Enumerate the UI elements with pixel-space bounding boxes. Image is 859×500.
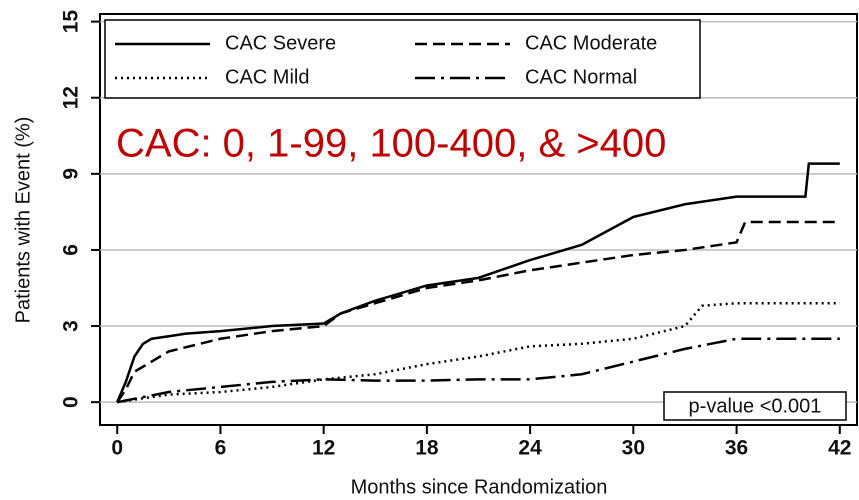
legend-label: CAC Moderate [525, 32, 657, 54]
legend-label: CAC Severe [225, 32, 336, 54]
x-tick-label: 18 [415, 437, 439, 460]
y-tick-label: 15 [60, 10, 83, 34]
legend-label: CAC Mild [225, 66, 309, 88]
annotation: CAC: 0, 1-99, 100-400, & >400 [116, 122, 666, 166]
y-tick-label: 0 [60, 396, 83, 408]
x-tick-label: 0 [111, 437, 123, 460]
legend-label: CAC Normal [525, 66, 637, 88]
x-tick-label: 30 [622, 437, 645, 460]
y-tick-label: 9 [60, 168, 83, 180]
x-tick-label: 36 [725, 437, 748, 460]
x-tick-label: 24 [518, 437, 542, 460]
series-line [116, 220, 840, 403]
y-tick-label: 3 [60, 320, 83, 332]
x-axis-label: Months since Randomization [351, 476, 608, 498]
y-tick-label: 12 [60, 86, 83, 109]
x-tick-label: 6 [215, 437, 227, 460]
p-value: p-value <0.001 [689, 395, 822, 417]
x-tick-label: 12 [312, 437, 335, 460]
x-tick-label: 42 [828, 437, 851, 460]
series-line [116, 337, 840, 404]
legend-box [104, 19, 701, 99]
y-axis-label: Patients with Event (%) [12, 117, 34, 324]
series-line [117, 301, 840, 404]
p-value-box [663, 391, 847, 421]
y-tick-label: 6 [60, 244, 83, 256]
